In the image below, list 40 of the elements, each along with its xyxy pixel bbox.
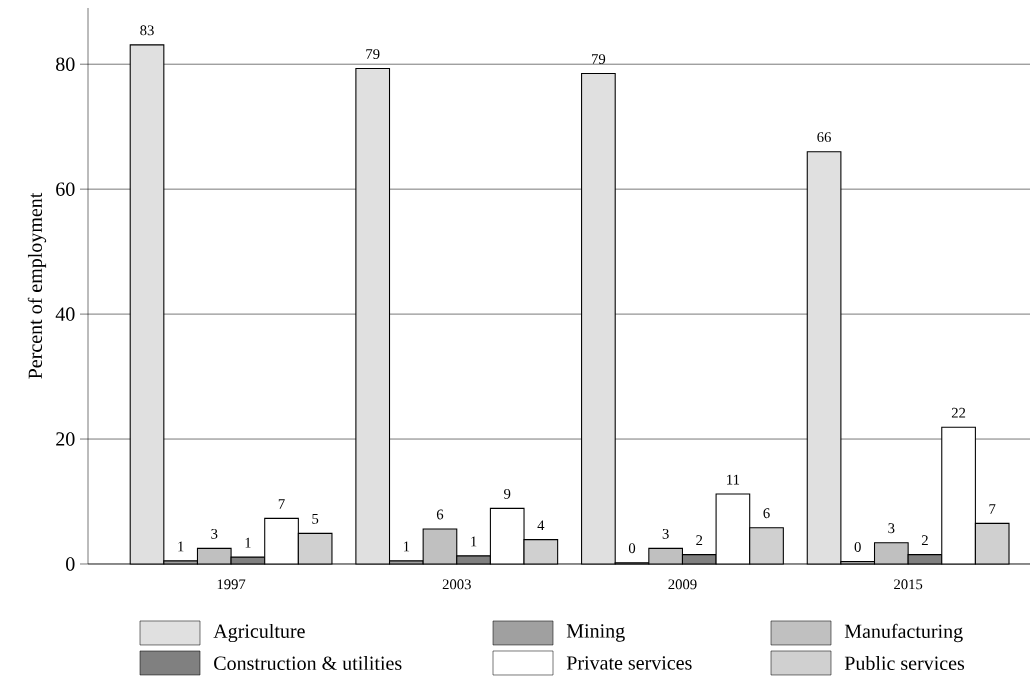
data-label: 6 (436, 509, 444, 520)
data-label: 2 (921, 535, 928, 546)
data-label: 4 (537, 520, 545, 531)
data-label: 22 (951, 407, 966, 418)
legend-label: Manufacturing (844, 623, 963, 643)
data-label: 1 (403, 541, 410, 552)
data-label: 5 (312, 514, 319, 524)
data-label: 9 (504, 488, 511, 499)
data-label: 66 (817, 132, 831, 143)
legend-label: Mining (566, 624, 625, 642)
data-label: 3 (662, 528, 669, 539)
data-label: 11 (727, 474, 740, 485)
legend-label: Public services (844, 655, 965, 671)
y-tick-label: 0 (66, 557, 75, 571)
x-tick-label: 2003 (442, 579, 471, 590)
y-tick-label: 20 (56, 432, 75, 446)
y-tick-label: 40 (55, 307, 75, 321)
data-label: 3 (888, 523, 895, 534)
data-label: 79 (592, 54, 606, 64)
data-label: 7 (278, 499, 285, 509)
x-tick-label: 1997 (217, 579, 246, 590)
data-label: 0 (628, 543, 636, 554)
y-tick-label: 80 (56, 57, 75, 71)
data-label: 1 (471, 536, 477, 547)
data-label: 2 (696, 535, 703, 546)
legend-label: Agriculture (213, 623, 305, 643)
x-tick-label: 2009 (668, 579, 697, 590)
data-label: 3 (211, 528, 218, 539)
data-label: 1 (245, 537, 251, 548)
x-tick-label: 2015 (894, 579, 923, 590)
y-axis-title: Percent of employment (27, 192, 47, 379)
data-label: 83 (140, 25, 154, 36)
data-label: 6 (763, 508, 770, 519)
data-label: 7 (989, 504, 996, 514)
legend-label: Construction & utilities (214, 655, 402, 671)
data-label: 1 (178, 541, 184, 552)
data-label: 0 (854, 542, 861, 552)
y-tick-label: 60 (56, 182, 75, 196)
data-label: 79 (366, 49, 380, 59)
legend-label: Private services (566, 656, 692, 670)
